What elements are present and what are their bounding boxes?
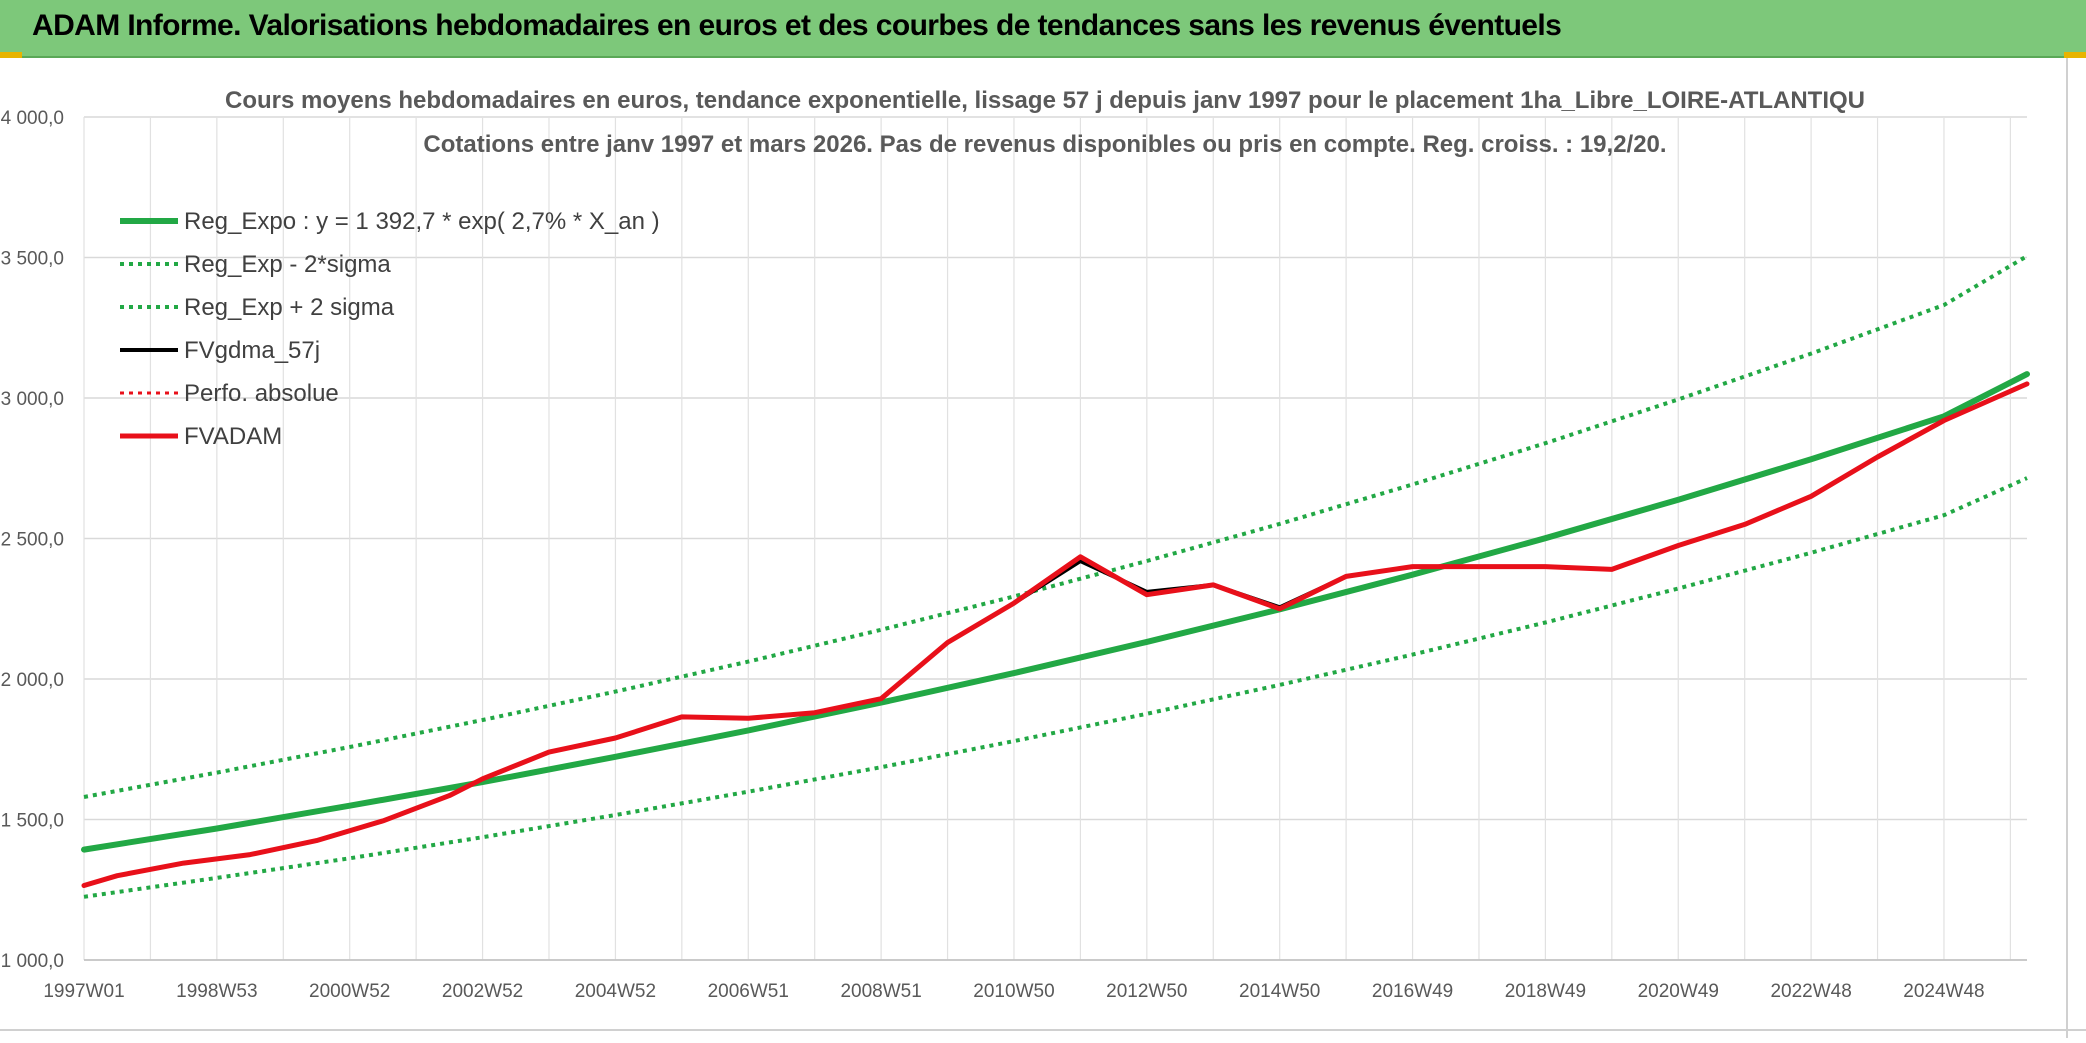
x-tick-label: 2000W52 [309,981,390,1002]
legend-label: FVADAM [184,423,282,450]
series-group [81,254,2030,899]
legend: Reg_Expo : y = 1 392,7 * exp( 2,7% * X_a… [120,208,660,450]
report-banner: ADAM Informe. Valorisations hebdomadaire… [0,0,2086,58]
legend-label: Reg_Exp - 2*sigma [184,251,391,278]
y-tick-label: 4 000,0 [1,108,64,129]
y-tick-label: 3 000,0 [1,389,64,410]
x-tick-label: 2006W51 [708,981,789,1002]
y-tick-label: 2 000,0 [1,670,64,691]
x-axis: 1997W01 1998W53 2000W52 2002W52 2004W52 2006W… [43,981,1984,1002]
x-tick-label: 2012W50 [1106,981,1187,1002]
legend-label: FVgdma_57j [184,337,320,364]
y-tick-label: 3 500,0 [1,249,64,270]
line-chart: 1 000,0 1 500,0 2 000,0 2 500,0 3 000,0 3 500… [0,58,2086,1038]
x-tick-label: 2022W48 [1770,981,1851,1002]
x-tick-label: 2008W51 [840,981,921,1002]
y-tick-label: 1 500,0 [1,811,64,832]
x-tick-label: 2024W48 [1903,981,1984,1002]
corner-marker-right [2064,52,2086,58]
y-tick-label: 2 500,0 [1,530,64,551]
series-line [81,371,2030,853]
legend-label: Reg_Exp + 2 sigma [184,294,395,321]
x-tick-label: 1997W01 [43,981,124,1002]
y-tick-label: 1 000,0 [1,951,64,972]
x-tick-label: 2014W50 [1239,981,1320,1002]
legend-label: Reg_Expo : y = 1 392,7 * exp( 2,7% * X_a… [184,208,660,235]
chart-frame: 1 000,0 1 500,0 2 000,0 2 500,0 3 000,0 3 500… [0,58,2086,1038]
legend-label: Perfo. absolue [184,380,339,407]
corner-marker-left [0,52,22,58]
series-line [81,381,2030,888]
series-line [83,476,2028,899]
chart-subtitle: Cotations entre janv 1997 et mars 2026. … [423,131,1666,158]
x-tick-label: 2016W49 [1372,981,1453,1002]
x-tick-label: 1998W53 [176,981,257,1002]
y-axis: 1 000,0 1 500,0 2 000,0 2 500,0 3 000,0 3 500… [1,108,64,972]
chart-title: Cours moyens hebdomadaires en euros, ten… [225,87,1865,114]
series-line [83,254,2029,799]
chart-background [0,58,2086,1038]
x-tick-label: 2002W52 [442,981,523,1002]
x-tick-label: 2020W49 [1638,981,1719,1002]
x-tick-label: 2010W50 [973,981,1054,1002]
x-tick-label: 2018W49 [1505,981,1586,1002]
x-tick-label: 2004W52 [575,981,656,1002]
report-title: ADAM Informe. Valorisations hebdomadaire… [32,9,1562,42]
